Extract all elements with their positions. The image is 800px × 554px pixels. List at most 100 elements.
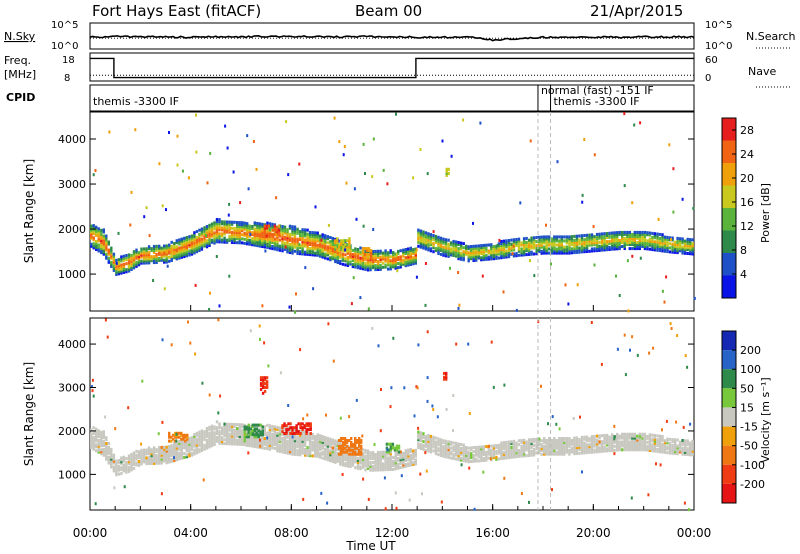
power-cell-361 <box>193 235 196 239</box>
velocity-cell-2019 <box>661 442 664 446</box>
power-cell-758 <box>291 247 294 251</box>
noise-panel-frame <box>89 22 695 50</box>
velocity-cell-728 <box>283 441 287 445</box>
power-cell-1573 <box>527 240 531 244</box>
velocity-cell-1755 <box>578 438 581 442</box>
velocity-cell-1515 <box>502 443 506 447</box>
velocity-cell-1284 <box>424 435 428 439</box>
velocity-cell-783 <box>293 437 297 441</box>
power-cell-1659 <box>555 237 558 241</box>
power-cell-181 <box>140 255 143 259</box>
velocity-cell-1814 <box>598 448 601 452</box>
power-cell-40 <box>100 251 103 255</box>
x-tick-label-4: 16:00 <box>475 526 510 540</box>
velocity-cell-1844 <box>608 447 611 451</box>
velocity-cell-390 <box>200 433 204 437</box>
power-cell-2063 <box>686 252 689 255</box>
velocity-cell-300 <box>178 455 181 459</box>
velocity-cell-240 <box>160 453 163 457</box>
power-patch-1-2126 <box>340 245 343 249</box>
power-cell-1514 <box>507 243 511 246</box>
power-cell-791 <box>296 227 299 231</box>
velocity-cell-527 <box>238 442 241 446</box>
velocity-cell-1505 <box>500 447 503 451</box>
power-cell-623 <box>261 234 264 238</box>
velocity-cell-387 <box>200 439 204 443</box>
power-cell-78 <box>107 252 110 256</box>
power-cell-803 <box>301 248 304 252</box>
power-cell-556 <box>246 242 249 246</box>
velocity-cell-1681 <box>555 439 558 442</box>
power-speck-114 <box>215 255 218 258</box>
power-cell-1480 <box>497 244 501 248</box>
power-cell-934 <box>331 257 334 261</box>
velocity-cell-109 <box>117 468 121 472</box>
power-cell-1151 <box>389 259 392 263</box>
velocity-cell-108 <box>117 472 121 476</box>
power-cell-1303 <box>437 239 440 243</box>
power-cell-545 <box>241 225 244 229</box>
power-cell-515 <box>233 231 236 234</box>
velocity-cell-1619 <box>535 437 538 441</box>
velocity-cell-1365 <box>449 440 453 444</box>
power-cell-989 <box>344 257 347 261</box>
power-cell-1812 <box>603 236 606 240</box>
velocity-cell-1923 <box>631 432 634 436</box>
velocity-patch-3-2243 <box>341 444 345 448</box>
power-cell-136 <box>125 256 128 260</box>
velocity-cell-1201 <box>399 466 402 470</box>
power-cell-117 <box>120 269 123 273</box>
power-cell-966 <box>336 242 339 246</box>
velocity-cell-840 <box>306 448 309 452</box>
velocity-cell-1992 <box>653 445 657 449</box>
power-cell-1148 <box>389 265 392 269</box>
power-speck-2 <box>593 263 596 267</box>
velocity-cell-818 <box>301 441 304 445</box>
velocity-cell-1757 <box>580 449 584 453</box>
power-patch-1-2143 <box>346 239 349 243</box>
velocity-cell-1651 <box>548 448 551 452</box>
power-cell-328 <box>185 246 188 250</box>
velocity-cell-1610 <box>532 443 536 447</box>
velocity-cell-885 <box>316 443 319 447</box>
velocity-cell-1592 <box>527 448 531 452</box>
power-speck-111 <box>364 172 366 175</box>
power-colorbar-swatch-7 <box>722 275 736 298</box>
power-cell-182 <box>140 253 143 257</box>
power-cell-478 <box>223 230 226 234</box>
velocity-cell-2015 <box>661 450 664 454</box>
power-cell-911 <box>324 240 327 244</box>
velocity-cell-5 <box>90 436 93 440</box>
power-cell-1598 <box>538 248 541 251</box>
power-speck-112 <box>419 148 422 151</box>
power-cell-1620 <box>543 235 546 239</box>
power-cell-2065 <box>686 245 689 249</box>
velocity-cell-506 <box>230 424 234 428</box>
velocity-cell-670 <box>271 436 274 440</box>
velocity-cell-1449 <box>480 455 483 459</box>
velocity-cell-816 <box>301 445 304 449</box>
velocity-patch-2-2187 <box>285 424 288 428</box>
velocity-cell-7 <box>90 432 93 436</box>
velocity-speck-104 <box>639 435 642 439</box>
power-cell-1212 <box>409 254 412 258</box>
velocity-cell-384 <box>200 445 204 449</box>
velocity-cell-1615 <box>535 445 538 449</box>
velocity-cell-1479 <box>490 448 493 452</box>
velocity-cell-763 <box>291 450 294 454</box>
velocity-patch-1-2165 <box>255 431 258 435</box>
power-cell-1689 <box>565 239 569 243</box>
velocity-patch-1-2138 <box>243 429 246 433</box>
velocity-patch-4-2304 <box>387 442 391 446</box>
power-cell-1732 <box>578 234 581 238</box>
velocity-cell-1372 <box>452 441 455 445</box>
power-cell-1234 <box>417 238 420 242</box>
velocity-cell-1189 <box>394 459 397 463</box>
velocity-cell-210 <box>150 448 153 452</box>
power-cell-839 <box>308 247 312 251</box>
velocity-cell-311 <box>180 450 183 454</box>
power-cell-1388 <box>465 244 468 248</box>
power-cell-1806 <box>603 248 606 252</box>
velocity-cell-873 <box>314 444 317 448</box>
power-cell-63 <box>102 228 105 232</box>
